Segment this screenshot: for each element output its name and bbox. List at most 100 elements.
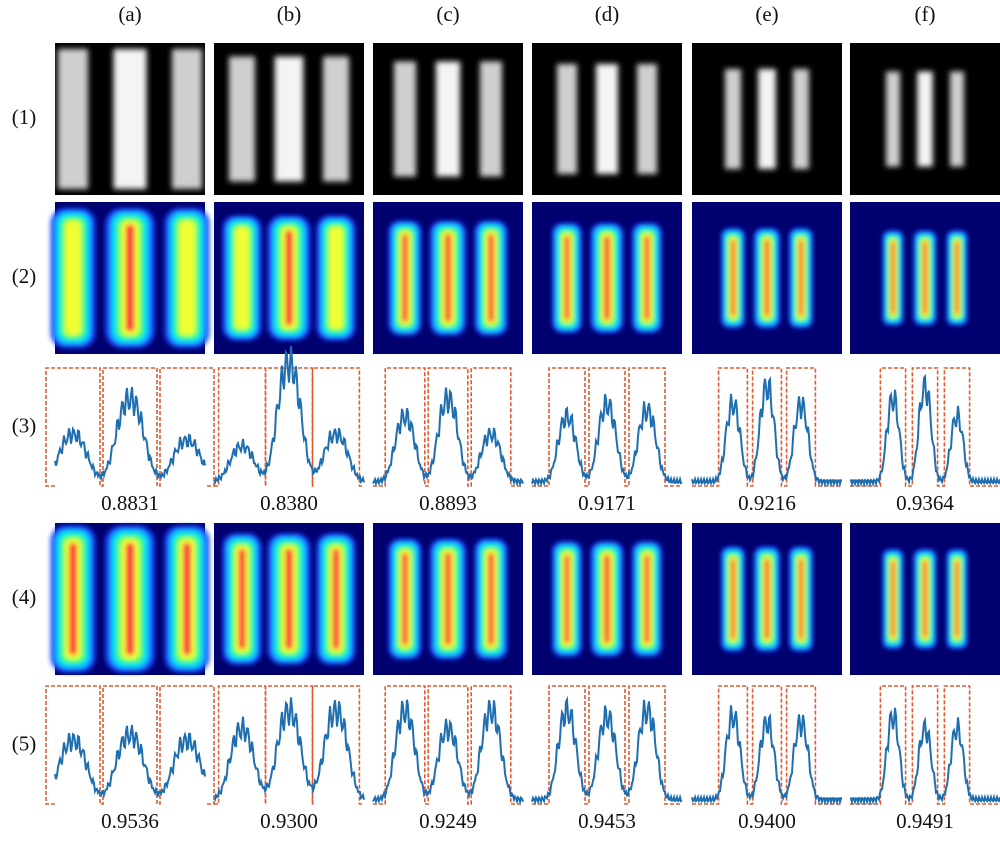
bar — [274, 56, 304, 182]
column-label: (e) — [755, 2, 778, 26]
fidelity-value: 0.9171 — [578, 491, 636, 515]
ideal-profile — [45, 685, 215, 805]
measured-profile — [372, 387, 524, 488]
bar — [725, 69, 741, 169]
column-label: (d) — [595, 2, 620, 26]
fidelity-value: 0.9216 — [738, 491, 796, 515]
row-label: (4) — [12, 585, 37, 609]
profile-plot — [691, 367, 842, 488]
fidelity-value: 0.9249 — [419, 809, 477, 833]
bars — [725, 69, 809, 169]
bars — [552, 223, 662, 333]
measured-profile — [531, 393, 683, 488]
heat-layer — [764, 240, 770, 316]
image-panel — [532, 43, 682, 195]
ideal-profile — [373, 367, 523, 487]
fidelity-value: 0.8893 — [419, 491, 477, 515]
ideal-profile — [692, 367, 842, 487]
bar — [886, 71, 900, 167]
bar — [758, 69, 776, 169]
ideal-profile — [373, 685, 523, 805]
heat-layer — [488, 553, 494, 645]
bar — [172, 49, 202, 189]
bar — [557, 64, 577, 174]
bar — [480, 61, 502, 177]
ideal-profile — [532, 685, 682, 805]
bars — [721, 546, 813, 652]
heat-layer — [955, 561, 959, 637]
bar — [58, 49, 88, 189]
heat-layer — [923, 561, 927, 637]
profile-plot — [372, 367, 524, 488]
profile-plot — [531, 367, 683, 488]
heat-layer — [183, 543, 191, 655]
heat-layer — [604, 236, 610, 320]
column-label: (c) — [436, 2, 459, 26]
image-panel — [692, 523, 842, 675]
profile-plot — [372, 685, 524, 806]
image-panel — [55, 43, 205, 195]
ideal-profile — [850, 367, 1000, 487]
bars — [388, 538, 508, 660]
row-label: (5) — [12, 731, 37, 755]
heat-layer — [891, 561, 895, 637]
measured-profile — [213, 346, 365, 485]
heat-layer — [564, 555, 570, 643]
image-panel — [532, 523, 682, 675]
profile-plot — [45, 367, 215, 487]
heat-layer — [604, 555, 610, 643]
bars — [886, 71, 964, 167]
measured-profile — [849, 707, 1000, 806]
ideal-profile — [214, 685, 364, 805]
ideal-profile — [45, 367, 215, 487]
image-panel — [50, 202, 210, 354]
image-panel — [214, 43, 364, 195]
measured-profile — [54, 386, 206, 483]
image-panel — [214, 523, 364, 675]
heat-layer — [444, 234, 452, 322]
heat-layer — [178, 220, 196, 336]
measured-profile — [54, 724, 206, 799]
bars — [50, 208, 210, 348]
bars — [50, 525, 210, 673]
heat-layer — [69, 543, 77, 655]
profile-plot — [849, 367, 1000, 488]
heat-layer — [332, 549, 340, 649]
image-panel — [850, 43, 1000, 195]
fidelity-value: 0.8380 — [260, 491, 318, 515]
bar — [113, 49, 147, 189]
column-label: (f) — [915, 2, 936, 26]
image-panel — [692, 43, 842, 195]
heat-layer — [64, 220, 82, 336]
heat-layer — [799, 240, 803, 316]
bar — [596, 64, 618, 174]
ideal-profile — [850, 685, 1000, 805]
ideal-profile — [214, 367, 364, 487]
image-panel — [373, 43, 523, 195]
ideal-profile — [532, 367, 682, 487]
heat-layer — [234, 226, 250, 330]
profile-plot — [531, 685, 683, 806]
heat-layer — [644, 236, 650, 320]
bar — [394, 61, 416, 177]
bars — [222, 533, 356, 665]
bars — [394, 61, 502, 177]
heat-layer — [731, 240, 735, 316]
profile-plot — [45, 685, 215, 805]
heat-layer — [799, 559, 803, 639]
heat-layer — [285, 549, 293, 649]
profile-plot — [213, 685, 365, 805]
image-panel — [532, 202, 682, 354]
fidelity-value: 0.9453 — [578, 809, 636, 833]
bar — [793, 69, 809, 169]
image-panel — [692, 202, 842, 354]
profile-plot — [691, 685, 842, 806]
bar — [435, 61, 461, 177]
bars — [721, 228, 813, 328]
heat-layer — [328, 226, 344, 330]
profile-plot — [213, 346, 365, 487]
heat-layer — [644, 555, 650, 643]
image-panel — [373, 523, 523, 675]
measured-profile — [213, 697, 365, 802]
